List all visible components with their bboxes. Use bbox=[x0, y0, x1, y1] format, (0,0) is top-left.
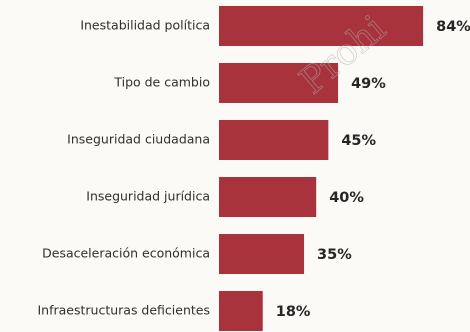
value-label: 45% bbox=[341, 133, 376, 149]
value-label: 49% bbox=[351, 76, 386, 92]
bar bbox=[219, 63, 339, 103]
value-label: 40% bbox=[329, 190, 364, 206]
category-label: Inseguridad jurídica bbox=[86, 189, 210, 204]
bar bbox=[219, 291, 263, 331]
bar bbox=[219, 6, 424, 46]
bar bbox=[219, 234, 305, 274]
category-label: Infraestructuras deficientes bbox=[37, 303, 210, 318]
bar bbox=[219, 177, 317, 217]
bars-layer bbox=[219, 6, 424, 331]
labels-layer: Inestabilidad política 84% Tipo de cambio 4… bbox=[37, 18, 470, 321]
bar bbox=[219, 120, 329, 160]
category-label: Tipo de cambio bbox=[113, 75, 210, 90]
category-label: Inseguridad ciudadana bbox=[67, 132, 210, 147]
value-label: 18% bbox=[276, 304, 311, 320]
category-label: Inestabilidad política bbox=[80, 18, 210, 33]
category-label: Desaceleración económica bbox=[42, 246, 210, 261]
value-label: 35% bbox=[317, 247, 352, 263]
value-label: 84% bbox=[436, 19, 470, 35]
